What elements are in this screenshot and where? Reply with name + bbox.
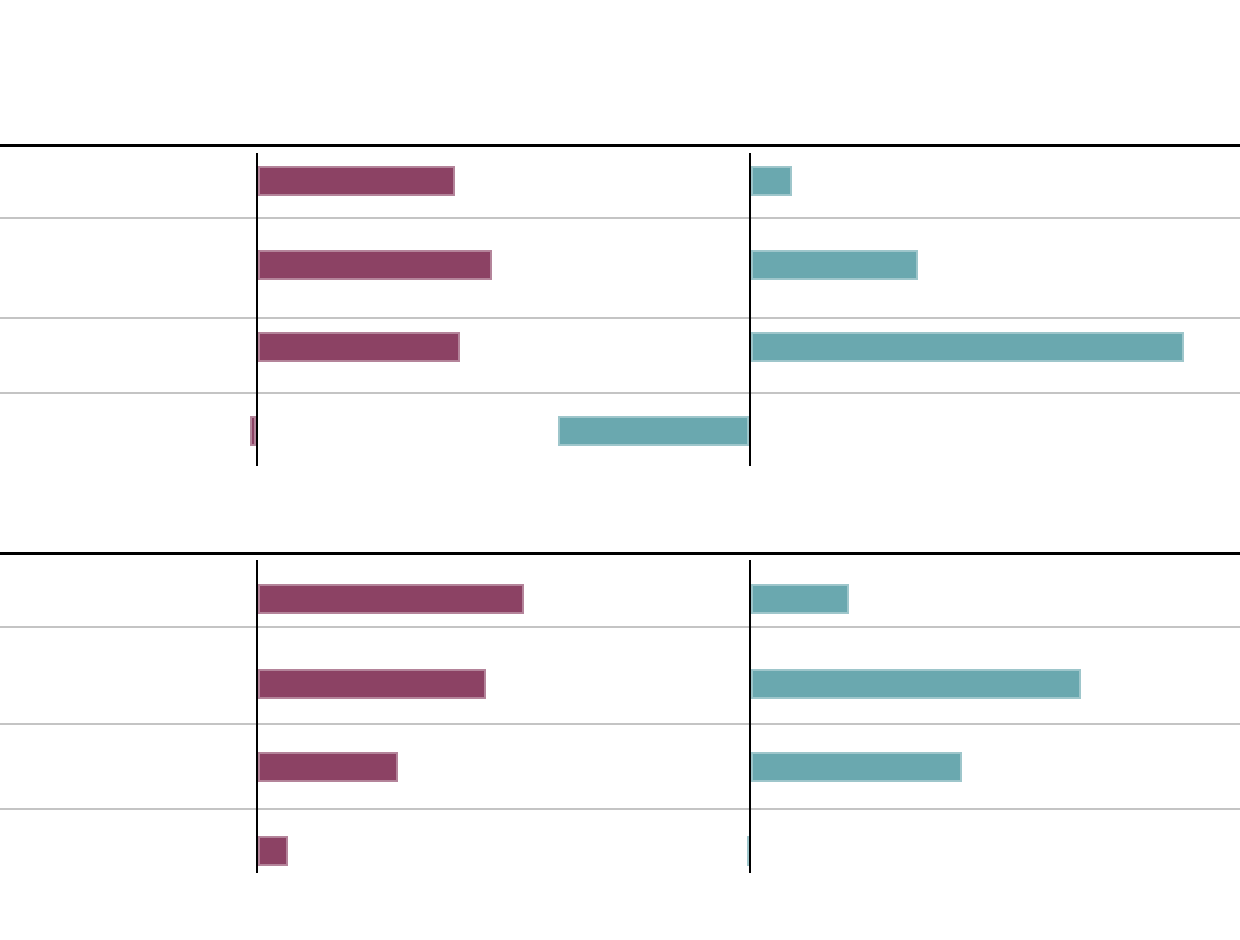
panel-2-row-1-left-series-bar [258,584,524,614]
panel-1-row-1-left-series-bar [258,166,455,196]
panel-2-gridline-3 [0,808,1240,810]
panel-2-top-rule [0,552,1240,555]
panel-2-gridline-1 [0,626,1240,628]
panel-1-row-4-right-series-bar [558,416,749,446]
panel-1-gridline-3 [0,392,1240,394]
panel-1-gridline-1 [0,217,1240,219]
panel-2-gridline-2 [0,723,1240,725]
panel-2-row-4-right-series-bar [747,836,749,866]
panel-1-top-rule [0,144,1240,147]
panel-1-left-baseline [256,153,258,466]
panel-2-row-3-right-series-bar [751,752,962,782]
panel-2-row-2-right-series-bar [751,669,1081,699]
panel-2-row-3-left-series-bar [258,752,398,782]
panel-1-row-1-right-series-bar [751,166,792,196]
panel-1-row-2-left-series-bar [258,250,492,280]
panel-1-row-3-right-series-bar [751,332,1184,362]
panel-2-row-2-left-series-bar [258,669,486,699]
panel-2-row-1-right-series-bar [751,584,849,614]
panel-2-row-4-left-series-bar [258,836,288,866]
panel-1-right-baseline [749,153,751,466]
panel-2-left-baseline [256,560,258,873]
panel-1-gridline-2 [0,317,1240,319]
panel-1-row-3-left-series-bar [258,332,460,362]
panel-2-right-baseline [749,560,751,873]
panel-1-row-2-right-series-bar [751,250,918,280]
panel-1-row-4-left-series-bar [250,416,256,446]
